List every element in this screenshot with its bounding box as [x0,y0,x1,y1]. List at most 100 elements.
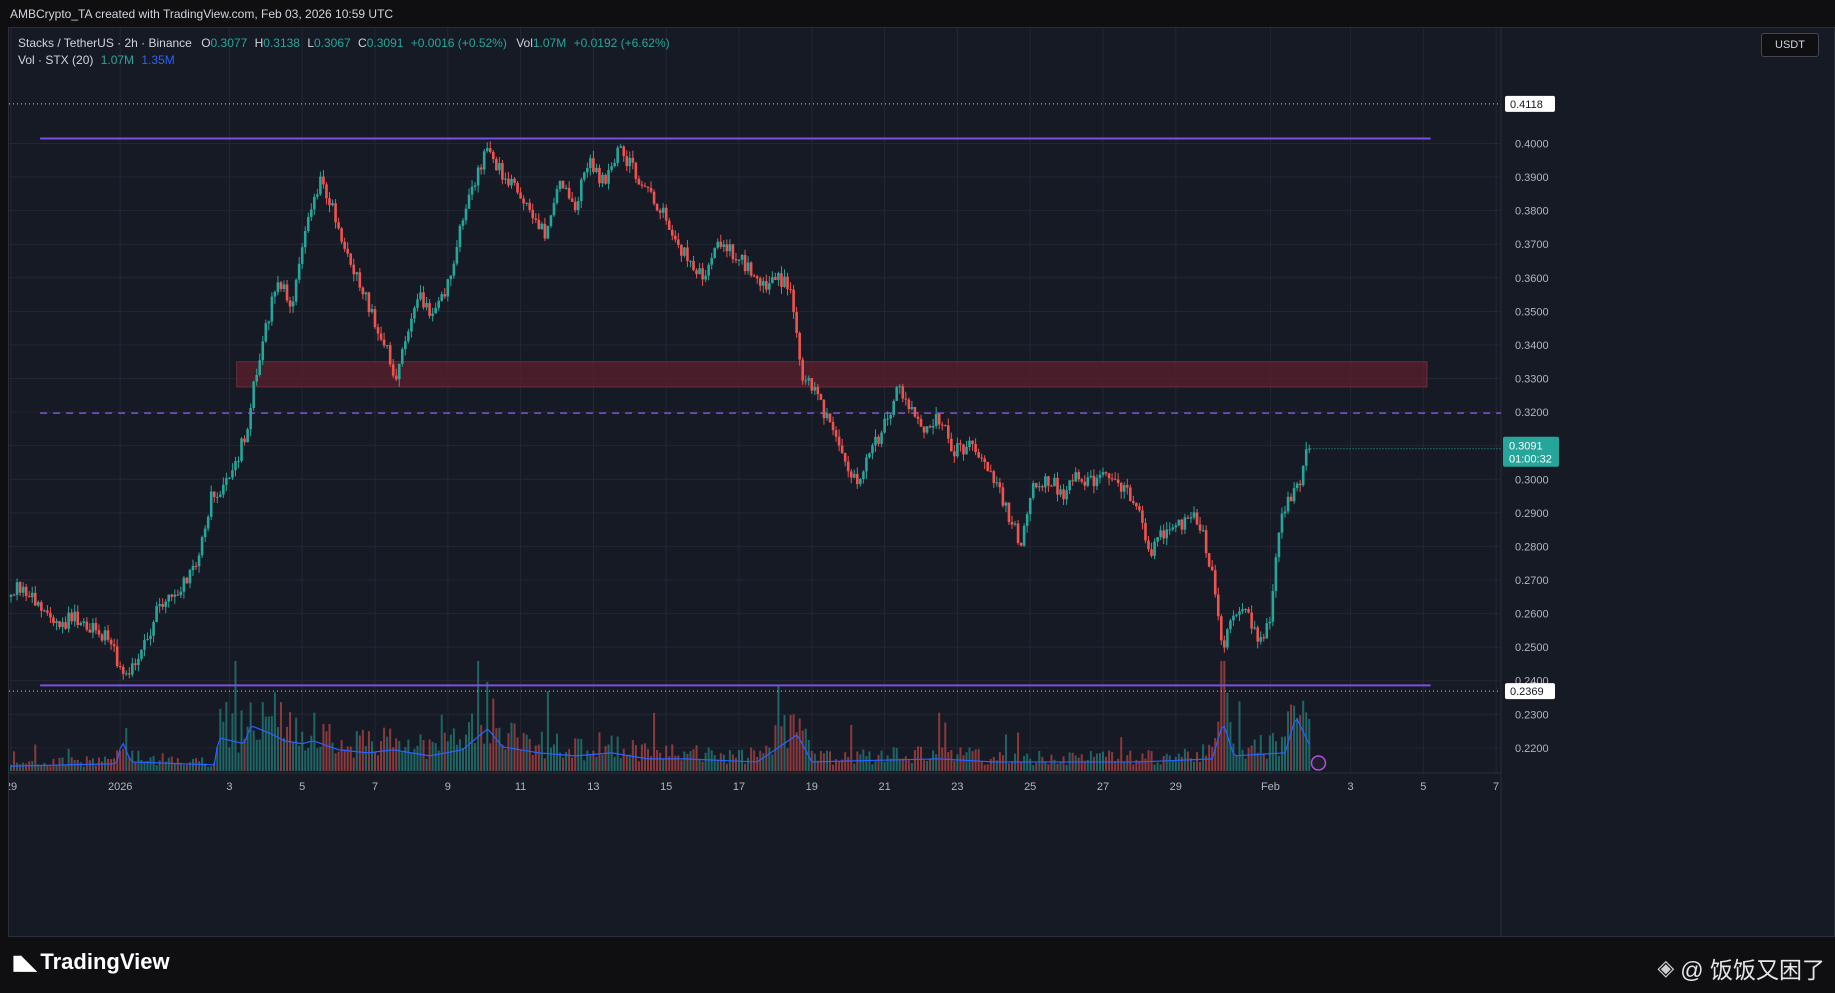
volume-ma-value: 1.35M [141,53,175,67]
volume-bar [656,750,659,771]
volume-bar [319,746,322,771]
candle-body [27,596,31,598]
volume-bar [913,750,916,771]
bar-replay-icon [1310,755,1327,771]
candle-body [713,247,717,258]
candle-body [801,359,804,381]
volume-bar [264,716,267,771]
candle-body [1110,478,1114,480]
volume-bar [747,757,750,771]
volume-bar [313,712,316,771]
volume-bar [574,738,577,771]
chart-pane[interactable]: 0.2200 0.2300 0.2400 0.2500 0.2600 0.2700 0.28… [8,27,1835,938]
candle-body [1307,448,1311,450]
candle-body [1250,612,1253,629]
volume-bar [331,742,334,771]
candle-body [555,189,559,203]
volume-bar [1120,737,1123,771]
candle-body [349,253,353,265]
candle-body [874,436,877,446]
candle-body [592,158,595,173]
extreme-price-tag: 0.4118 [1510,99,1543,111]
candle-body [959,443,962,445]
candle-body [291,301,295,307]
volume-bar [725,763,728,771]
currency-selector[interactable]: USDT [1761,33,1819,57]
volume-bar [246,726,249,771]
candle-body [519,192,522,199]
volume-bar [34,744,37,771]
volume-bar [419,734,422,771]
candle-body [947,425,950,439]
volume-bar [337,751,340,771]
volume-indicator-label[interactable]: Vol · STX (20) [18,53,94,67]
candle-body [843,453,847,462]
candle-body [1168,529,1172,531]
volume-bar [164,761,167,771]
tradingview-brand: TradingView [40,949,170,974]
candle-body [264,323,268,342]
candle-body [43,610,46,612]
candle-body [498,163,501,171]
candle-body [740,254,744,260]
symbol-title[interactable]: Stacks / TetherUS · 2h · Binance [18,36,192,50]
volume-bar [501,744,504,771]
candle-body [725,244,729,252]
candle-body [485,148,489,152]
volume-bar [1189,758,1192,771]
volume-bar [1256,752,1259,771]
candle-body [404,341,407,350]
candle-body [637,178,641,185]
candle-body [482,151,486,170]
candle-body [1013,523,1017,525]
x-tick-label: 2026 [108,781,132,793]
volume-bar [992,757,995,771]
candle-body [40,602,43,611]
volume-bar [534,745,537,771]
volume-bar [128,756,131,771]
candle-body [367,292,371,313]
x-tick-label: 23 [951,781,963,793]
volume-bar [871,764,874,771]
price-chart-svg[interactable]: 0.22000.23000.24000.25000.26000.27000.28… [9,28,1835,938]
candle-body [434,307,437,314]
volume-bar [1102,751,1104,771]
candle-body [601,174,604,184]
candle-body [370,309,374,313]
volume-bar [443,732,446,771]
tradingview-logo[interactable]: ▮◣ TradingView [12,949,170,975]
volume-bar [825,750,828,771]
candle-body [300,247,304,264]
volume-bar [498,727,501,771]
volume-bar [477,661,480,771]
volume-bar [713,755,716,771]
x-tick-label: 5 [299,781,305,793]
volume-bar [516,737,519,771]
volume-bar [352,757,355,771]
candle-body [804,380,808,382]
candle-body [152,622,155,636]
volume-bar [750,747,753,771]
candle-body [658,210,662,213]
candle-body [467,194,471,209]
candle-body [1235,614,1238,616]
volume-bar [167,757,170,771]
candle-body [761,281,765,286]
candle-body [407,331,410,342]
volume-bar [777,684,780,771]
candle-body [889,414,892,419]
candle-body [282,284,286,290]
candle-body [464,208,468,221]
volume-bar [904,756,907,771]
candle-body [704,275,707,280]
chart-legend: Stacks / TetherUS · 2h · Binance O0.3077… [18,35,670,69]
x-tick-label: 29 [9,781,17,793]
volume-bar [249,702,252,771]
volume-bar [416,745,419,771]
candle-body [1138,506,1141,511]
volume-bar [1238,701,1241,771]
candle-body [1174,525,1178,528]
volume-bar [662,759,665,771]
candle-body [783,276,786,287]
volume-bar [932,750,935,771]
